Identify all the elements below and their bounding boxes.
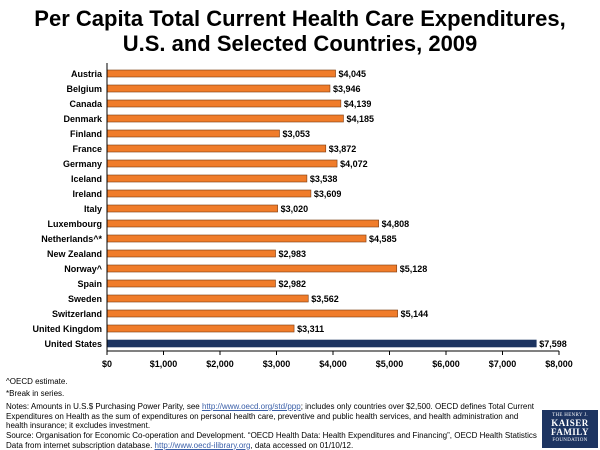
category-label-united-kingdom: United Kingdom: [33, 324, 103, 334]
category-label-finland: Finland: [70, 129, 102, 139]
category-label-switzerland: Switzerland: [52, 309, 102, 319]
value-label-netherlands: $4,585: [369, 234, 397, 244]
bar-ireland: [106, 189, 312, 198]
value-label-finland: $3,053: [282, 129, 310, 139]
bar-iceland: [106, 174, 308, 183]
category-label-netherlands: Netherlands^*: [41, 234, 102, 244]
value-label-belgium: $3,946: [333, 84, 361, 94]
category-label-iceland: Iceland: [71, 174, 102, 184]
logo-line-1: THE HENRY J.: [552, 413, 588, 418]
category-label-denmark: Denmark: [63, 114, 103, 124]
value-label-canada: $4,139: [344, 99, 372, 109]
bar-denmark: [106, 114, 344, 123]
value-label-new-zealand: $2,983: [279, 249, 307, 259]
value-label-france: $3,872: [329, 144, 357, 154]
bar-sweden: [106, 294, 309, 303]
value-label-austria: $4,045: [339, 69, 367, 79]
bar-canada: [106, 99, 342, 108]
value-label-iceland: $3,538: [310, 174, 338, 184]
x-tick-label: $3,000: [263, 359, 291, 369]
x-tick-label: $5,000: [376, 359, 404, 369]
category-label-new-zealand: New Zealand: [47, 249, 102, 259]
bar-united-kingdom: [106, 324, 295, 333]
value-label-denmark: $4,185: [346, 114, 374, 124]
bar-netherlands: [106, 234, 367, 243]
bar-norway: [106, 264, 398, 273]
bar-switzerland: [106, 309, 398, 318]
x-tick-label: $8,000: [545, 359, 573, 369]
notes-text-pre: Notes: Amounts in U.S.$ Purchasing Power…: [6, 402, 202, 411]
category-label-united-states: United States: [44, 339, 102, 349]
notes-text-post: ; includes only countries over $2,500. O…: [6, 402, 534, 430]
footnote-oecd-estimate: ^OECD estimate.: [6, 377, 68, 386]
bar-spain: [106, 279, 276, 288]
category-label-spain: Spain: [77, 279, 102, 289]
source-text-post: , data accessed on 01/10/12.: [250, 440, 354, 450]
x-tick-label: $0: [102, 359, 112, 369]
bar-france: [106, 144, 327, 153]
value-label-italy: $3,020: [281, 204, 309, 214]
value-label-germany: $4,072: [340, 159, 368, 169]
logo-line-2: KAISER FAMILY: [550, 418, 589, 437]
category-label-canada: Canada: [69, 99, 103, 109]
bar-germany: [106, 159, 338, 168]
value-label-norway: $5,128: [400, 264, 428, 274]
chart-title-line-2: U.S. and Selected Countries, 2009: [122, 31, 478, 56]
bar-luxembourg: [106, 219, 379, 228]
source-text-pre: Source: Organisation for Economic Co-ope…: [6, 431, 537, 450]
bar-belgium: [106, 84, 331, 93]
bar-finland: [106, 129, 280, 138]
bar-austria: [106, 69, 336, 78]
value-label-sweden: $3,562: [311, 294, 339, 304]
value-label-luxembourg: $4,808: [382, 219, 410, 229]
bar-new-zealand: [106, 249, 276, 258]
value-label-united-kingdom: $3,311: [297, 324, 324, 334]
chart-title-line-1: Per Capita Total Current Health Care Exp…: [34, 6, 566, 31]
category-label-germany: Germany: [63, 159, 102, 169]
chart-title: Per Capita Total Current Health Care Exp…: [0, 6, 600, 56]
value-label-united-states: $7,598: [539, 339, 567, 349]
x-tick-label: $4,000: [319, 359, 347, 369]
category-label-norway: Norway^: [64, 264, 103, 274]
source-text: Source: Organisation for Economic Co-ope…: [6, 431, 538, 450]
bar-chart: Austria $4,045 Belgium $3,946 Canada $4,139 De…: [33, 63, 573, 369]
x-tick-label: $2,000: [206, 359, 234, 369]
notes-link[interactable]: http://www.oecd.org/std/ppp: [201, 402, 301, 411]
category-label-france: France: [72, 144, 102, 154]
source-link[interactable]: http://www.oecd-ilibrary.org: [154, 440, 251, 450]
footnote-break-in-series: *Break in series.: [6, 389, 65, 398]
bar-italy: [106, 204, 278, 213]
category-label-italy: Italy: [84, 204, 102, 214]
bar-united-states: [106, 339, 537, 348]
category-label-austria: Austria: [71, 69, 103, 79]
x-tick-label: $6,000: [432, 359, 460, 369]
category-label-ireland: Ireland: [72, 189, 102, 199]
category-label-sweden: Sweden: [68, 294, 102, 304]
category-label-belgium: Belgium: [66, 84, 102, 94]
x-tick-label: $1,000: [150, 359, 178, 369]
x-tick-label: $7,000: [489, 359, 517, 369]
value-label-spain: $2,982: [278, 279, 306, 289]
value-label-switzerland: $5,144: [401, 309, 429, 319]
category-label-luxembourg: Luxembourg: [47, 219, 102, 229]
notes-text: Notes: Amounts in U.S.$ Purchasing Power…: [6, 402, 538, 431]
kaiser-family-foundation-logo: THE HENRY J. KAISER FAMILY FOUNDATION: [542, 410, 598, 448]
value-label-ireland: $3,609: [314, 189, 342, 199]
logo-line-3: FOUNDATION: [552, 438, 588, 443]
